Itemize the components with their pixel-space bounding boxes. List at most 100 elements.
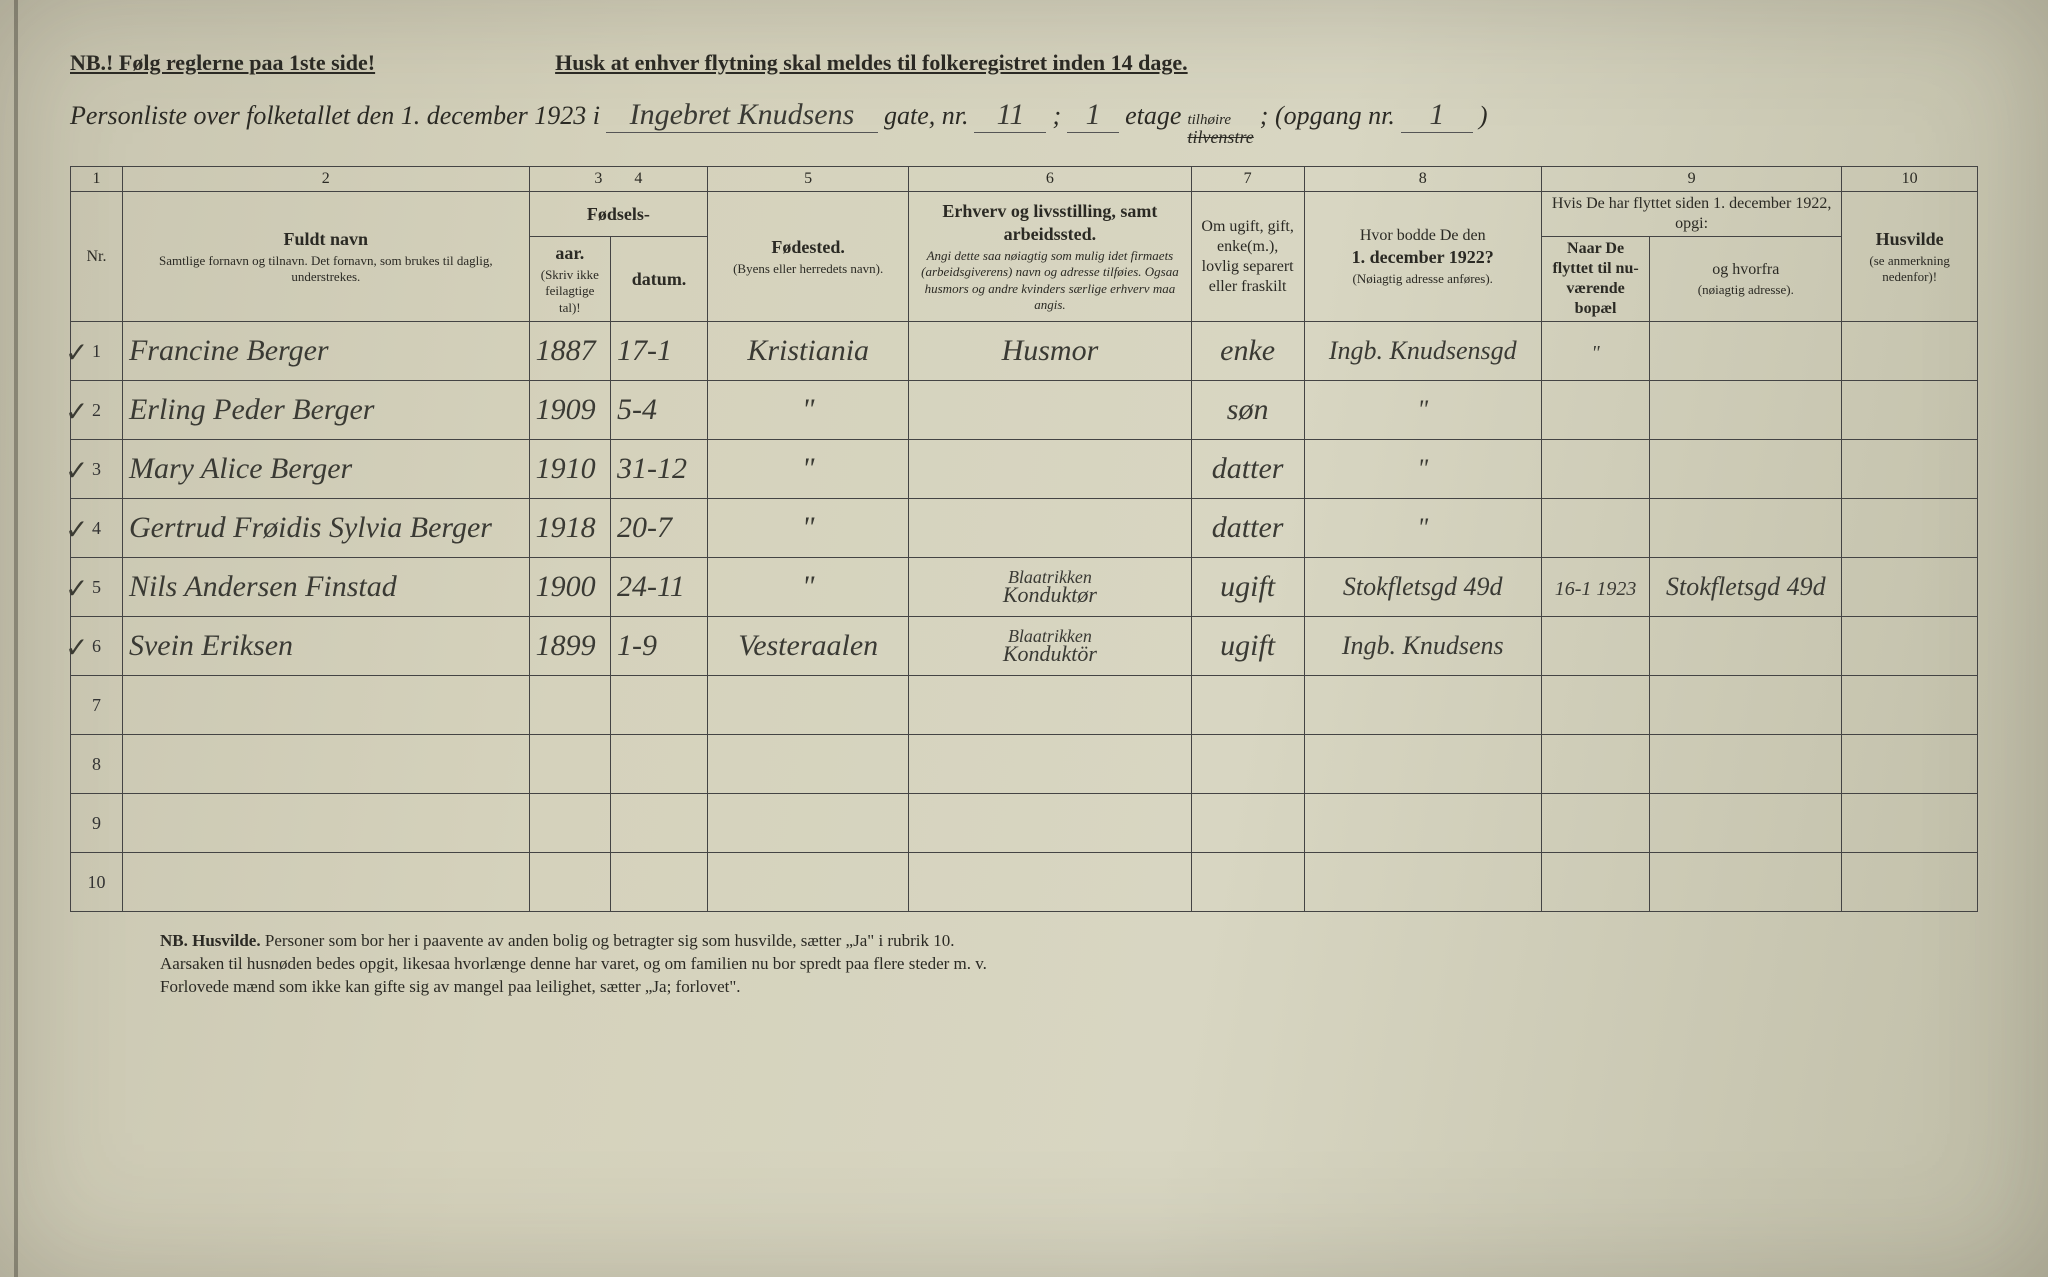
birthplace-cell: "	[708, 558, 909, 617]
husvilde-cell	[1842, 794, 1978, 853]
name-cell: Francine Berger	[122, 322, 529, 381]
husvilde-cell	[1842, 735, 1978, 794]
tilvenstre-text: tilvenstre	[1187, 128, 1253, 146]
colnum-9: 9	[1541, 167, 1842, 192]
colnum-6: 6	[909, 167, 1191, 192]
th-fodested-title: Fødested.	[771, 237, 845, 257]
th-og-hvorfra-sub: (nøiagtig adresse).	[1656, 282, 1835, 298]
birthplace-cell-text: "	[802, 511, 815, 544]
name-cell	[122, 735, 529, 794]
colnum-7: 7	[1191, 167, 1304, 192]
birth-year-cell-text: 1899	[536, 629, 596, 662]
table-row: ✓1Francine Berger188717-1KristianiaHusmo…	[71, 322, 1978, 381]
moved-from-cell	[1650, 735, 1842, 794]
tilhoire-text: tilhøire	[1187, 113, 1253, 128]
th-om-ugift: Om ugift, gift, enke(m.), lovlig separer…	[1191, 192, 1304, 322]
birthplace-cell: Vesteraalen	[708, 617, 909, 676]
colnum-3: 3	[594, 170, 602, 187]
name-cell-text: Erling Peder Berger	[129, 393, 375, 426]
husvilde-cell	[1842, 853, 1978, 912]
row-number: 4	[92, 518, 101, 538]
birth-year-cell-text: 1900	[536, 570, 596, 603]
footer-line3: Forlovede mænd som ikke kan gifte sig av…	[160, 977, 741, 996]
opgang-nr: 1	[1401, 98, 1473, 133]
semicolon-1: ;	[1052, 101, 1061, 131]
husvilde-cell	[1842, 617, 1978, 676]
row-number-cell: ✓1	[71, 322, 123, 381]
row-number: 7	[92, 695, 101, 715]
marital-status-cell: datter	[1191, 440, 1304, 499]
name-cell: Nils Andersen Finstad	[122, 558, 529, 617]
birth-date-cell-text: 5-4	[617, 393, 657, 426]
street-name-handwritten: Ingebret Knudsens	[606, 98, 878, 133]
marital-status-cell-text: datter	[1212, 452, 1284, 485]
th-hvor-bodde-sub: (Nøiagtig adresse anføres).	[1311, 271, 1535, 287]
gate-nr-label: gate, nr.	[884, 101, 969, 131]
column-number-row: 1 2 3 4 5 6 7 8 9 10	[71, 167, 1978, 192]
marital-status-cell-text: ugift	[1220, 570, 1275, 603]
row-number-cell: ✓4	[71, 499, 123, 558]
moved-from-cell	[1650, 617, 1842, 676]
th-hvor-bodde: Hvor bodde De den 1. december 1922? (Nøi…	[1304, 192, 1541, 322]
th-nr: Nr.	[71, 192, 123, 322]
moved-date-cell	[1541, 440, 1649, 499]
marital-status-cell-text: ugift	[1220, 629, 1275, 662]
prev-address-cell: Ingb. Knudsensgd	[1304, 322, 1541, 381]
birth-date-cell-text: 24-11	[617, 570, 685, 603]
birthplace-cell-text: "	[802, 570, 815, 603]
moved-from-cell	[1650, 381, 1842, 440]
moved-from-cell	[1650, 676, 1842, 735]
th-aar-title: aar.	[555, 243, 584, 263]
occupation-cell	[909, 381, 1191, 440]
occupation-cell	[909, 499, 1191, 558]
marital-status-cell	[1191, 794, 1304, 853]
colnum-2: 2	[122, 167, 529, 192]
name-cell: Svein Eriksen	[122, 617, 529, 676]
birth-date-cell	[610, 853, 707, 912]
th-husvilde-title: Husvilde	[1876, 229, 1944, 249]
row-number-cell: 7	[71, 676, 123, 735]
footer-nb: NB. Husvilde.	[160, 931, 261, 950]
prev-address-cell-text: Stokfletsgd 49d	[1343, 572, 1503, 601]
colnum-3-4: 3 4	[529, 167, 707, 192]
birth-date-cell: 5-4	[610, 381, 707, 440]
marital-status-cell-text: datter	[1212, 511, 1284, 544]
th-datum: datum.	[610, 237, 707, 322]
birth-year-cell-text: 1918	[536, 511, 596, 544]
name-cell: Mary Alice Berger	[122, 440, 529, 499]
marital-status-cell: ugift	[1191, 617, 1304, 676]
table-row: ✓4Gertrud Frøidis Sylvia Berger191820-7"…	[71, 499, 1978, 558]
name-cell	[122, 676, 529, 735]
row-number: 8	[92, 754, 101, 774]
occupation-title: Konduktör	[1003, 641, 1097, 666]
birth-year-cell: 1899	[529, 617, 610, 676]
colnum-8: 8	[1304, 167, 1541, 192]
prev-address-cell-text: "	[1417, 454, 1428, 483]
etage-nr: 1	[1067, 98, 1119, 133]
birth-year-cell: 1918	[529, 499, 610, 558]
prev-address-cell: Ingb. Knudsens	[1304, 617, 1541, 676]
husk-reminder-text: Husk at enhver flytning skal meldes til …	[555, 50, 1188, 76]
moved-from-cell	[1650, 440, 1842, 499]
table-row: 8	[71, 735, 1978, 794]
th-og-hvorfra-text: og hvorfra	[1712, 261, 1779, 278]
occupation-title: Konduktør	[1003, 582, 1097, 607]
row-number: 9	[92, 813, 101, 833]
moved-date-cell: "	[1541, 322, 1649, 381]
gate-nr: 11	[974, 98, 1046, 133]
moved-date-cell	[1541, 853, 1649, 912]
row-number-cell: 9	[71, 794, 123, 853]
husvilde-cell	[1842, 322, 1978, 381]
checkmark-icon: ✓	[65, 631, 88, 664]
birthplace-cell-text: Kristiania	[747, 334, 869, 367]
birthplace-cell-text: "	[802, 393, 815, 426]
header-row-main: Nr. Fuldt navn Samtlige fornavn og tilna…	[71, 192, 1978, 237]
husvilde-cell	[1842, 558, 1978, 617]
prev-address-cell: Stokfletsgd 49d	[1304, 558, 1541, 617]
occupation-cell	[909, 676, 1191, 735]
footer-line1: Personer som bor her i paavente av anden…	[265, 931, 955, 950]
birthplace-cell	[708, 853, 909, 912]
th-fuldt-navn: Fuldt navn Samtlige fornavn og tilnavn. …	[122, 192, 529, 322]
prev-address-cell-text: "	[1417, 513, 1428, 542]
prev-address-cell: "	[1304, 499, 1541, 558]
